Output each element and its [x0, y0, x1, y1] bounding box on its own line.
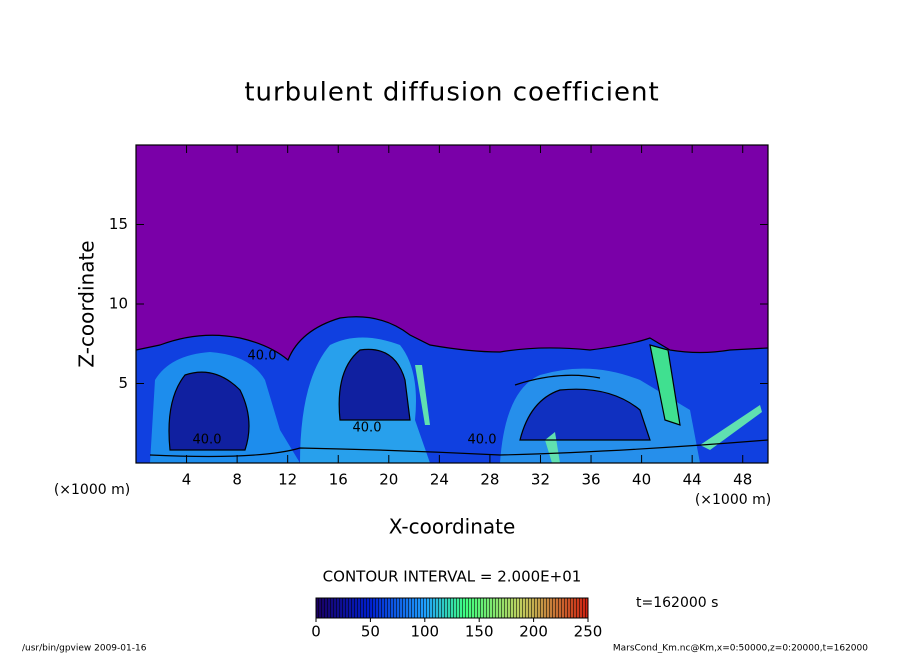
time-label: t=162000 s: [636, 595, 718, 611]
contour-label: 40.0: [248, 349, 277, 364]
x-tick-label: 40: [632, 471, 651, 489]
x-tick-label: 24: [430, 471, 449, 489]
contour-label: 40.0: [353, 421, 382, 436]
colorbar-tick-label: 200: [519, 623, 548, 641]
x-tick-label: 12: [278, 471, 297, 489]
colorbar-tick-label: 100: [410, 623, 439, 641]
y-axis-label: Z-coordinate: [75, 240, 99, 367]
y-tick-label: 5: [118, 374, 128, 392]
x-tick-label: 8: [232, 471, 242, 489]
x-tick-label: 4: [182, 471, 192, 489]
colorbar-frame: [315, 597, 589, 619]
x-tick-label: 36: [581, 471, 600, 489]
y-tick-label: 10: [109, 295, 128, 313]
chart-title: turbulent diffusion coefficient: [244, 78, 659, 108]
y-tick-label: 15: [109, 215, 128, 233]
x-tick-label: 44: [683, 471, 702, 489]
x-tick-label: 48: [733, 471, 752, 489]
colorbar-tick-label: 250: [574, 623, 603, 641]
contour-label: 40.0: [193, 433, 222, 448]
colorbar-tick-label: 0: [311, 623, 321, 641]
x-tick-label: 20: [379, 471, 398, 489]
x-tick-label: 28: [480, 471, 499, 489]
x-unit: (×1000 m): [54, 482, 130, 498]
x-unit: (×1000 m): [695, 492, 771, 508]
colorbar-tick-label: 50: [361, 623, 380, 641]
contour-interval: CONTOUR INTERVAL = 2.000E+01: [323, 568, 582, 586]
footer-right: MarsCond_Km.nc@Km,x=0:50000,z=0:20000,t=…: [613, 644, 868, 654]
field: [136, 145, 768, 463]
contour-label: 40.0: [468, 433, 497, 448]
footer-left: /usr/bin/gpview 2009-01-16: [22, 644, 147, 654]
x-tick-label: 16: [329, 471, 348, 489]
colorbar-tick-label: 150: [465, 623, 494, 641]
x-axis-label: X-coordinate: [389, 515, 516, 539]
x-tick-label: 32: [531, 471, 550, 489]
